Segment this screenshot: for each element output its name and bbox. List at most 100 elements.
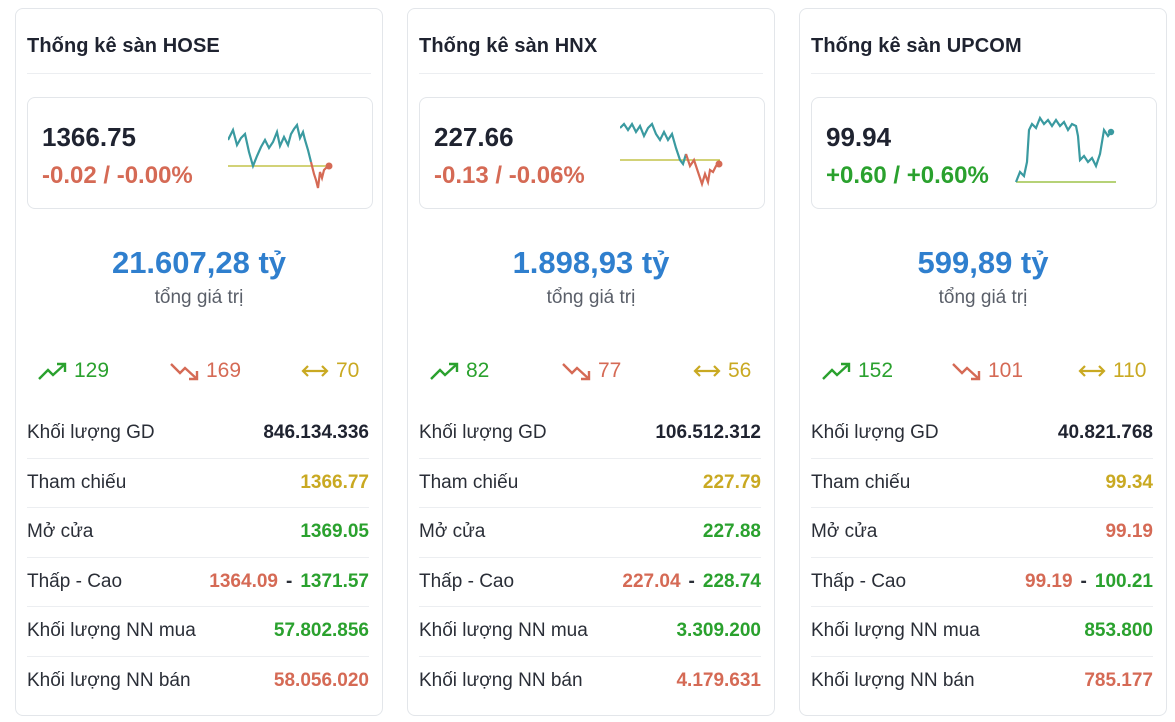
low-value: 1364.09 <box>209 570 278 592</box>
total-value: 599,89 tỷ <box>917 245 1049 280</box>
stat-label: Khối lượng GD <box>27 422 155 444</box>
total-value-label: tổng giá trị <box>938 287 1028 308</box>
stat-row-volume: Khối lượng GD 106.512.312 <box>419 409 761 459</box>
stat-value: 1366.77 <box>300 471 369 493</box>
total-value-label: tổng giá trị <box>546 287 636 308</box>
advancers-count: 152 <box>858 359 894 382</box>
stat-row-foreign-sell: Khối lượng NN bán 4.179.631 <box>419 657 761 707</box>
stat-label: Khối lượng GD <box>811 422 939 444</box>
index-change: +0.60 / +0.60% <box>826 162 989 189</box>
trend-up-icon <box>822 362 851 380</box>
stat-row-range: Thấp - Cao 99.19-100.21 <box>811 558 1153 607</box>
stat-row-reference: Tham chiếu 99.34 <box>811 459 1153 508</box>
trend-up-icon <box>38 362 67 380</box>
stat-row-open: Mở cửa 1369.05 <box>27 508 369 558</box>
sparkline-last-point <box>1107 128 1115 136</box>
sparkline-last-point <box>715 160 723 168</box>
intraday-sparkline <box>620 121 723 188</box>
unchanged-count: 70 <box>336 359 360 382</box>
stat-row-foreign-buy: Khối lượng NN mua 57.802.856 <box>27 607 369 657</box>
unchanged: 56 <box>692 359 751 383</box>
advancers: 82 <box>430 359 489 383</box>
sparkline-up-segment <box>620 121 688 167</box>
stat-row-open: Mở cửa 99.19 <box>811 508 1153 558</box>
high-value: 100.21 <box>1094 570 1153 592</box>
stat-row-open: Mở cửa 227.88 <box>419 508 761 558</box>
card-title: Thống kê sàn HNX <box>419 35 598 57</box>
stat-row-range: Thấp - Cao 1364.09-1371.57 <box>27 558 369 607</box>
stat-label: Thấp - Cao <box>419 570 515 592</box>
sparkline-up-segment <box>228 122 313 170</box>
stat-value: 106.512.312 <box>655 422 761 444</box>
stat-label: Khối lượng NN bán <box>811 670 975 692</box>
stat-value: 785.177 <box>1084 670 1153 692</box>
stat-value: 58.056.020 <box>273 670 369 692</box>
divider <box>419 73 763 74</box>
stat-row-reference: Tham chiếu 1366.77 <box>27 459 369 508</box>
index-summary[interactable]: 227.66 -0.13 / -0.06% <box>419 97 765 209</box>
sparkline-line <box>1014 115 1112 183</box>
index-change: -0.02 / -0.00% <box>42 162 193 189</box>
low-value: 227.04 <box>622 570 681 592</box>
flat-arrow-icon <box>693 365 721 377</box>
stat-label: Khối lượng NN mua <box>419 620 588 642</box>
sparkline-down-segment <box>309 161 330 189</box>
flat-arrow-icon <box>1078 365 1106 377</box>
unchanged: 110 <box>1077 359 1146 383</box>
stat-value: 57.802.856 <box>273 620 369 642</box>
stats-list: Khối lượng GD 846.134.336 Tham chiếu 1366.… <box>27 409 369 706</box>
stats-list: Khối lượng GD 106.512.312 Tham chiếu 227.7… <box>419 409 761 706</box>
index-value: 1366.75 <box>42 122 136 152</box>
stat-value: 99.34 <box>1105 471 1153 493</box>
stat-value: 40.821.768 <box>1057 422 1153 444</box>
intraday-sparkline <box>228 122 333 189</box>
stat-value: 99.19 <box>1105 521 1153 543</box>
stat-label: Mở cửa <box>811 521 878 543</box>
stat-row-foreign-buy: Khối lượng NN mua 853.800 <box>811 607 1153 657</box>
total-value-label: tổng giá trị <box>154 287 244 308</box>
high-value: 1371.57 <box>300 570 369 592</box>
market-breadth: 129 169 70 <box>38 359 360 389</box>
total-value: 1.898,93 tỷ <box>512 245 670 280</box>
stat-label: Mở cửa <box>419 521 486 543</box>
stat-label: Thấp - Cao <box>811 570 907 592</box>
stat-value: 853.800 <box>1084 620 1153 642</box>
index-change: -0.13 / -0.06% <box>434 162 585 189</box>
trend-down-icon <box>952 363 981 381</box>
market-card-hose: Thống kê sàn HOSE 1366.75 -0.02 / -0.00%… <box>15 8 383 716</box>
stat-value: 1369.05 <box>300 521 369 543</box>
market-card-upcom: Thống kê sàn UPCOM 99.94 +0.60 / +0.60% … <box>799 8 1167 716</box>
advancers-count: 82 <box>466 359 490 382</box>
decliners: 169 <box>170 359 241 383</box>
unchanged-count: 110 <box>1113 359 1147 382</box>
stat-label: Mở cửa <box>27 521 94 543</box>
stat-row-foreign-sell: Khối lượng NN bán 785.177 <box>811 657 1153 707</box>
decliners-count: 77 <box>598 359 622 382</box>
decliners: 101 <box>952 359 1023 383</box>
index-summary[interactable]: 99.94 +0.60 / +0.60% <box>811 97 1157 209</box>
trend-down-icon <box>562 363 591 381</box>
stat-label: Thấp - Cao <box>27 570 123 592</box>
stat-label: Khối lượng NN mua <box>27 620 196 642</box>
card-title: Thống kê sàn HOSE <box>27 35 220 57</box>
stat-label: Khối lượng GD <box>419 422 547 444</box>
divider <box>27 73 371 74</box>
advancers: 129 <box>38 359 109 383</box>
flat-arrow-icon <box>301 365 329 377</box>
decliners-count: 169 <box>206 359 242 382</box>
stat-value: 4.179.631 <box>676 670 761 692</box>
unchanged-count: 56 <box>728 359 752 382</box>
stat-label: Khối lượng NN bán <box>419 670 583 692</box>
stat-value: 3.309.200 <box>676 620 761 642</box>
index-summary[interactable]: 1366.75 -0.02 / -0.00% <box>27 97 373 209</box>
sparkline-last-point <box>325 162 333 170</box>
unchanged: 70 <box>300 359 359 383</box>
high-value: 228.74 <box>702 570 761 592</box>
stat-value: 227.79 <box>702 471 761 493</box>
stat-row-volume: Khối lượng GD 40.821.768 <box>811 409 1153 459</box>
trend-up-icon <box>430 362 459 380</box>
stat-label: Khối lượng NN bán <box>27 670 191 692</box>
decliners-count: 101 <box>988 359 1024 382</box>
stat-row-foreign-sell: Khối lượng NN bán 58.056.020 <box>27 657 369 707</box>
market-card-hnx: Thống kê sàn HNX 227.66 -0.13 / -0.06% 1… <box>407 8 775 716</box>
